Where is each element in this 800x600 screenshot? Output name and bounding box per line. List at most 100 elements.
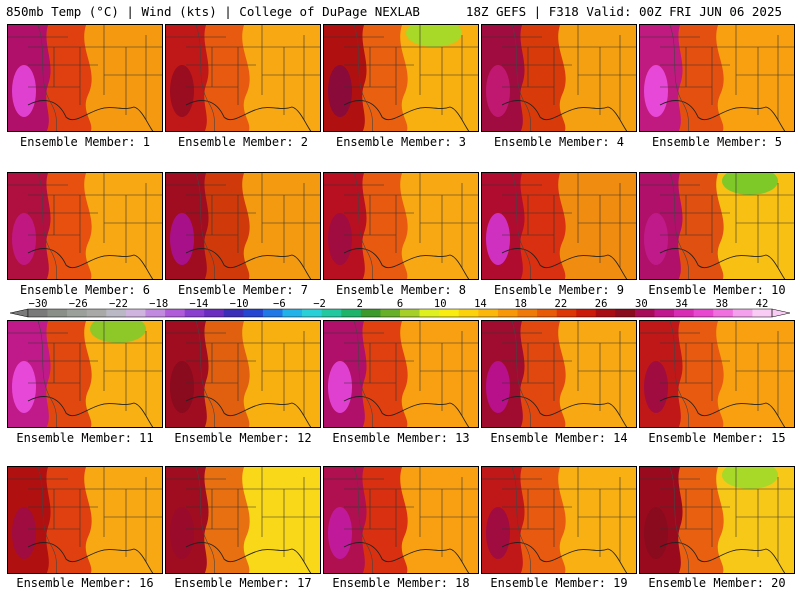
colorbar-swatch (282, 309, 303, 317)
colorbar-swatch (713, 309, 734, 317)
ensemble-member-map (323, 24, 479, 132)
colorbar-swatch (478, 309, 499, 317)
colorbar-tick-label: −26 (69, 299, 88, 310)
colorbar-swatch (145, 309, 166, 317)
ensemble-member-map (481, 24, 637, 132)
hot-core (486, 65, 510, 117)
ensemble-member-map (481, 466, 637, 574)
isotherm-contour (511, 467, 532, 573)
coastline (27, 248, 154, 279)
colorbar-swatch (732, 309, 753, 317)
colorbar-swatch (576, 309, 597, 317)
coastline (501, 100, 628, 131)
colorbar-tick-label: −2 (313, 299, 326, 310)
colorbar-swatch (165, 309, 185, 317)
ensemble-member-label: Ensemble Member: 10 (648, 283, 786, 297)
colorbar-swatch (243, 309, 264, 317)
coastline (343, 248, 470, 279)
ensemble-member-map (7, 24, 163, 132)
ensemble-member-label: Ensemble Member: 19 (490, 576, 628, 590)
colorbar-swatch (615, 309, 636, 317)
ensemble-member-map (639, 172, 795, 280)
colorbar-tick-label: 14 (474, 299, 487, 310)
ensemble-member-map (481, 320, 637, 428)
ensemble-member-map (165, 466, 321, 574)
ensemble-member-label: Ensemble Member: 12 (174, 431, 312, 445)
ensemble-member-label: Ensemble Member: 13 (332, 431, 470, 445)
colorbar-swatch (400, 309, 420, 317)
colorbar-swatch (360, 309, 381, 317)
colorbar-tick-label: 30 (635, 299, 648, 310)
colorbar-border (27, 308, 773, 318)
ensemble-member-label: Ensemble Member: 20 (648, 576, 786, 590)
coastline (185, 542, 312, 573)
colorbar-swatch (341, 309, 362, 317)
colorbar-swatch (106, 309, 127, 317)
hot-core (328, 361, 352, 413)
coastline (501, 396, 628, 427)
colorbar-swatch (419, 309, 440, 317)
colorbar-swatch (321, 309, 342, 317)
hot-core (644, 361, 668, 413)
isotherm-contour (353, 25, 374, 131)
colorbar-swatch (693, 309, 714, 317)
colorbar-swatch (654, 309, 675, 317)
coastline (27, 396, 154, 427)
coastline (185, 248, 312, 279)
ensemble-member-label: Ensemble Member: 6 (19, 283, 151, 297)
colorbar-swatch (302, 309, 322, 317)
coastline (659, 396, 786, 427)
coastline (27, 542, 154, 573)
isotherm-contour (353, 321, 374, 427)
ensemble-member-label: Ensemble Member: 5 (651, 135, 783, 149)
colorbar-tick-label: −18 (149, 299, 168, 310)
colorbar-tick-label: 22 (555, 299, 568, 310)
hot-core (644, 213, 668, 265)
colorbar-swatch (595, 309, 616, 317)
isotherm-contour (511, 25, 532, 131)
hot-core (12, 361, 36, 413)
colorbar-tick-label: −30 (29, 299, 48, 310)
ensemble-member-label: Ensemble Member: 1 (19, 135, 151, 149)
colorbar-tick-label: 42 (756, 299, 769, 310)
ensemble-member-label: Ensemble Member: 8 (335, 283, 467, 297)
hot-core (170, 361, 194, 413)
hot-core (328, 65, 352, 117)
colorbar-swatch (439, 309, 460, 317)
colorbar-tick-label: 38 (715, 299, 728, 310)
colorbar-swatch (125, 309, 146, 317)
coastline (343, 542, 470, 573)
colorbar-swatch (47, 309, 68, 317)
hot-core (328, 507, 352, 559)
colorbar-tick-label: −6 (273, 299, 286, 310)
colorbar-swatch (184, 309, 205, 317)
isotherm-contour (37, 321, 58, 427)
colorbar-swatch (634, 309, 655, 317)
hot-core (170, 65, 194, 117)
colorbar-swatch (28, 309, 48, 317)
isotherm-contour (195, 467, 216, 573)
hot-core (644, 507, 668, 559)
model-run-info: 18Z GEFS | F318 Valid: 00Z FRI JUN 06 20… (465, 4, 782, 19)
ensemble-member-map (165, 24, 321, 132)
coastline (343, 100, 470, 131)
isotherm-contour (195, 25, 216, 131)
isotherm-contour (511, 321, 532, 427)
isotherm-contour (669, 321, 690, 427)
ensemble-member-label: Ensemble Member: 9 (493, 283, 625, 297)
coastline (343, 396, 470, 427)
temperature-colorbar: −30 −26 −22 −18 −14 −10 −6 −2 2 6 10 14 18 22 26 30 34 38… (10, 299, 790, 318)
hot-core (486, 213, 510, 265)
isotherm-contour (511, 173, 532, 279)
colorbar-swatch (517, 309, 538, 317)
colorbar-swatch (380, 309, 401, 317)
coastline (185, 100, 312, 131)
isotherm-contour (669, 173, 690, 279)
hot-core (170, 507, 194, 559)
ensemble-member-map (323, 466, 479, 574)
colorbar-swatch (497, 309, 518, 317)
ensemble-member-map (323, 320, 479, 428)
isotherm-contour (37, 173, 58, 279)
coastline (659, 542, 786, 573)
colorbar-tick-label: 6 (397, 299, 403, 310)
